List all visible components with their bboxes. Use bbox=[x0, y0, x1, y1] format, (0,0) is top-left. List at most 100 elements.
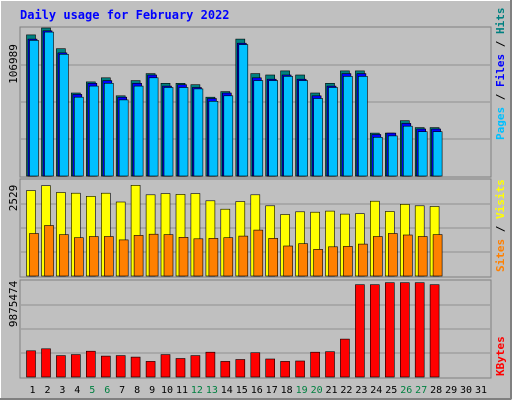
bar-pages-day-7 bbox=[118, 99, 129, 177]
bar-pages-day-12 bbox=[193, 88, 204, 177]
bar-pages-day-4 bbox=[74, 96, 84, 177]
bar-kbytes-day-23 bbox=[355, 284, 365, 378]
y-max-label-kbytes: 9875474 bbox=[7, 280, 20, 327]
bar-pages-day-18 bbox=[283, 76, 293, 177]
bar-sites-day-26 bbox=[402, 234, 413, 277]
x-tick-label-day-28: 28 bbox=[430, 385, 442, 396]
bar-sites-day-7 bbox=[118, 239, 129, 277]
bar-kbytes-day-7 bbox=[115, 355, 126, 378]
legend-hits: Hits bbox=[494, 8, 507, 35]
bar-kbytes-day-26 bbox=[399, 282, 410, 378]
legend-visits: Visits bbox=[494, 179, 507, 219]
bar-pages-day-15 bbox=[238, 44, 249, 177]
bar-kbytes-day-8 bbox=[130, 356, 141, 378]
bar-pages-day-2 bbox=[44, 31, 54, 177]
x-tick-label-day-12: 12 bbox=[191, 385, 203, 396]
bar-kbytes-day-21 bbox=[325, 351, 335, 378]
x-tick-label-day-23: 23 bbox=[355, 385, 367, 396]
x-tick-label-day-2: 2 bbox=[44, 385, 50, 396]
x-tick-label-day-13: 13 bbox=[206, 385, 218, 396]
chart-title: Daily usage for February 2022 bbox=[20, 8, 230, 22]
bar-kbytes-day-28 bbox=[429, 284, 440, 378]
bar-pages-day-25 bbox=[387, 135, 398, 177]
bar-kbytes-day-12 bbox=[190, 355, 201, 378]
bar-sites-day-8 bbox=[133, 235, 144, 277]
bar-sites-day-16 bbox=[253, 229, 264, 277]
bar-kbytes-day-10 bbox=[160, 354, 171, 378]
x-tick-label-day-18: 18 bbox=[281, 385, 293, 396]
bar-kbytes-day-20 bbox=[310, 351, 320, 378]
x-tick-label-day-26: 26 bbox=[400, 385, 412, 396]
x-tick-label-day-8: 8 bbox=[134, 385, 140, 396]
x-tick-label-day-14: 14 bbox=[221, 385, 233, 396]
bar-kbytes-day-18 bbox=[280, 361, 290, 378]
bar-sites-day-24 bbox=[372, 236, 383, 277]
bar-pages-day-20 bbox=[313, 98, 323, 177]
bar-kbytes-day-24 bbox=[369, 284, 380, 378]
bar-pages-day-23 bbox=[358, 76, 368, 177]
bar-pages-day-6 bbox=[104, 83, 114, 177]
bar-kbytes-day-25 bbox=[384, 282, 395, 378]
x-axis-day-labels: 1 2 3 4 5 6 7 8 9 10 11 12 13 14 15 16 17 18 19 20 21 22 23 24 2… bbox=[29, 385, 487, 396]
bar-pages-day-14 bbox=[223, 95, 234, 177]
x-tick-label-day-16: 16 bbox=[251, 385, 263, 396]
bar-pages-day-8 bbox=[133, 85, 144, 177]
bar-sites-day-10 bbox=[163, 234, 174, 277]
bar-sites-day-11 bbox=[178, 237, 189, 277]
bar-sites-day-23 bbox=[358, 243, 368, 277]
bar-sites-day-12 bbox=[193, 238, 204, 277]
x-tick-label-day-11: 11 bbox=[176, 385, 188, 396]
legend-kbytes: KBytes bbox=[494, 336, 507, 376]
bar-sites-day-13 bbox=[208, 238, 219, 277]
bar-sites-day-19 bbox=[298, 243, 308, 277]
bar-kbytes-day-6 bbox=[101, 355, 111, 378]
bar-pages-day-16 bbox=[253, 80, 264, 177]
bar-sites-day-25 bbox=[387, 233, 398, 277]
bar-pages-day-27 bbox=[417, 131, 428, 177]
bar-sites-day-6 bbox=[104, 236, 114, 277]
x-tick-label-day-24: 24 bbox=[370, 385, 382, 396]
bar-pages-day-22 bbox=[343, 76, 353, 177]
bar-pages-day-19 bbox=[298, 80, 308, 177]
x-tick-label-day-25: 25 bbox=[385, 385, 397, 396]
bar-sites-day-2 bbox=[44, 225, 54, 277]
bar-pages-day-28 bbox=[432, 131, 443, 177]
legend-visits-sites: Sites / Visits bbox=[494, 179, 507, 272]
x-tick-label-day-29: 29 bbox=[445, 385, 457, 396]
panel-pages-files-hits bbox=[19, 26, 492, 178]
bar-pages-day-3 bbox=[59, 53, 69, 177]
x-tick-label-day-17: 17 bbox=[266, 385, 278, 396]
bar-kbytes-day-5 bbox=[86, 350, 96, 378]
bar-sites-day-3 bbox=[59, 234, 69, 277]
bar-sites-day-20 bbox=[313, 249, 323, 277]
bar-sites-day-27 bbox=[417, 236, 428, 277]
bar-pages-day-24 bbox=[372, 137, 383, 177]
x-tick-label-day-20: 20 bbox=[311, 385, 323, 396]
bar-sites-day-14 bbox=[223, 237, 234, 277]
bar-pages-day-11 bbox=[178, 87, 189, 177]
bar-kbytes-day-9 bbox=[145, 361, 156, 378]
x-tick-label-day-3: 3 bbox=[59, 385, 65, 396]
bar-sites-day-21 bbox=[328, 246, 338, 277]
bar-sites-day-28 bbox=[432, 234, 443, 277]
bar-kbytes-day-2 bbox=[41, 348, 51, 378]
bar-kbytes-day-4 bbox=[71, 354, 81, 378]
bar-kbytes-day-13 bbox=[205, 351, 216, 378]
x-tick-label-day-21: 21 bbox=[325, 385, 337, 396]
bar-kbytes-day-19 bbox=[295, 360, 305, 378]
bar-kbytes-day-11 bbox=[175, 358, 186, 378]
legend-pages-files-hits: Pages / Files / Hits bbox=[494, 8, 507, 141]
x-tick-label-day-5: 5 bbox=[89, 385, 95, 396]
bar-pages-day-17 bbox=[268, 80, 279, 177]
x-tick-label-day-4: 4 bbox=[74, 385, 80, 396]
bar-sites-day-4 bbox=[74, 237, 84, 277]
bar-sites-day-22 bbox=[343, 246, 353, 277]
bar-kbytes-day-16 bbox=[250, 352, 261, 378]
bar-pages-day-9 bbox=[148, 77, 159, 177]
x-tick-label-day-7: 7 bbox=[119, 385, 125, 396]
bar-pages-day-26 bbox=[402, 125, 413, 177]
y-max-label-hits: 106989 bbox=[7, 44, 20, 84]
x-tick-label-day-31: 31 bbox=[475, 385, 487, 396]
legend-pages: Pages bbox=[494, 107, 507, 140]
